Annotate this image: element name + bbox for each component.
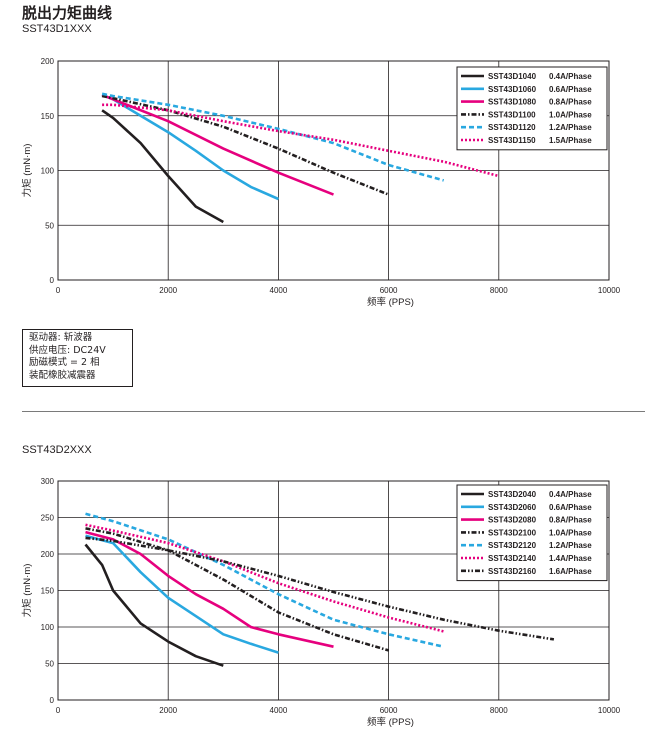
chart2-legend-current: 1.0A/Phase [549, 528, 592, 537]
chart1-legend-box [456, 66, 608, 151]
chart2-legend-label: SST43D2040 [488, 490, 537, 499]
conditions-box: 驱动器: 斩波器 供应电压: DC24V 励磁模式 = 2 相 装配橡胶减震器 [22, 329, 133, 387]
page-title: 脱出力矩曲线 [22, 4, 113, 22]
chart1-plot-frame [57, 60, 610, 281]
chart2-x-tick-label: 10000 [598, 706, 621, 715]
chart2-x-tick-label: 4000 [270, 706, 288, 715]
chart1-y-tick-label: 100 [41, 167, 55, 176]
chart1-y-tick-label: 150 [41, 112, 55, 121]
chart2-svg: 0 2000 4000 6000 8000 10000 0 50 100 150 200 250 300… [21, 477, 621, 728]
chart1-y-tick-label: 200 [41, 57, 55, 66]
chart1-x-tick-label: 10000 [598, 286, 621, 295]
chart2-legend-current: 0.4A/Phase [549, 490, 592, 499]
note-driver: 驱动器: 斩波器 [29, 332, 93, 343]
chart1-title: SST43D1XXX [22, 23, 92, 35]
chart2-y-tick-label: 200 [41, 550, 55, 559]
chart2-legend-label: SST43D2080 [488, 516, 537, 525]
note-voltage: 供应电压: DC24V [29, 344, 106, 356]
chart2-y-tick-label: 250 [41, 514, 55, 523]
chart2-legend-label: SST43D2140 [488, 554, 537, 563]
chart1-x-tick-label: 0 [56, 286, 61, 295]
note-damper: 装配橡胶减震器 [29, 369, 96, 381]
chart1-legend-label: SST43D1120 [488, 123, 536, 132]
chart2-legend-label: SST43D2100 [488, 528, 537, 537]
chart2-series-SST43D2040 [84, 543, 224, 667]
chart2-plot-frame [57, 480, 610, 701]
section-divider [22, 411, 645, 412]
chart2-y-tick-label: 0 [50, 696, 55, 705]
chart2-legend-label: SST43D2160 [488, 567, 537, 576]
chart2-legend-current: 1.4A/Phase [549, 554, 592, 563]
chart1-svg: 0 2000 4000 6000 8000 10000 0 50 100 150 200 频率 (PP… [21, 57, 621, 308]
chart2-series-SST43D2140 [85, 523, 445, 633]
chart1-legend-current: 1.5A/Phase [549, 136, 592, 145]
chart2-series-SST43D2160 [85, 536, 555, 641]
chart1-series-SST43D1150 [102, 103, 500, 178]
chart1-x-tick-label: 6000 [380, 286, 398, 295]
chart1-x-axis-title: 频率 (PPS) [367, 296, 414, 308]
chart2-series-SST43D2080 [85, 530, 334, 648]
chart2-title: SST43D2XXX [22, 444, 92, 456]
chart1-series-SST43D1120 [101, 92, 445, 182]
chart2-series-SST43D2060 [85, 534, 279, 654]
chart2-x-tick-label: 8000 [490, 706, 508, 715]
chart1-legend-current: 0.4A/Phase [549, 72, 592, 81]
chart1-x-tick-label: 2000 [159, 286, 177, 295]
chart1-y-tick-label: 50 [45, 221, 54, 230]
chart2-y-tick-label: 300 [41, 477, 55, 486]
chart2-x-tick-label: 2000 [159, 706, 177, 715]
chart2-legend-current: 1.2A/Phase [549, 541, 592, 550]
chart2-x-tick-label: 0 [56, 706, 61, 715]
chart2-legend-label: SST43D2060 [488, 503, 537, 512]
chart1-legend-current: 0.8A/Phase [549, 98, 592, 107]
chart1-legend-current: 1.2A/Phase [549, 123, 592, 132]
chart2-series-SST43D2120 [85, 512, 444, 648]
chart1-y-tick-label: 0 [50, 276, 55, 285]
chart2-legend-current: 1.6A/Phase [549, 567, 592, 576]
chart1-legend-current: 0.6A/Phase [549, 85, 592, 94]
chart1-x-tick-label: 8000 [490, 286, 508, 295]
chart2-legend-current: 0.6A/Phase [549, 503, 592, 512]
chart1-series-SST43D1100 [101, 94, 390, 196]
chart1-legend-label: SST43D1150 [488, 136, 536, 145]
chart1-legend-label: SST43D1060 [488, 85, 537, 94]
chart2-y-tick-label: 150 [41, 587, 55, 596]
chart1-legend-label: SST43D1080 [488, 98, 537, 107]
chart2-x-axis-title: 频率 (PPS) [367, 716, 414, 728]
chart1-legend-current: 1.0A/Phase [549, 110, 592, 119]
chart1-legend-label: SST43D1040 [488, 72, 537, 81]
chart1-y-axis-title: 力矩 (mN·m) [21, 144, 33, 198]
chart2-y-tick-label: 100 [41, 623, 55, 632]
chart1-series-SST43D1040 [101, 109, 224, 224]
chart2-x-tick-label: 6000 [380, 706, 398, 715]
chart1-series-SST43D1080 [101, 93, 334, 196]
chart2-series-SST43D2100 [85, 527, 389, 652]
chart1-x-tick-label: 4000 [270, 286, 288, 295]
chart2-y-axis-title: 力矩 (mN·m) [21, 564, 33, 618]
chart2-legend-current: 0.8A/Phase [549, 516, 592, 525]
chart1-legend-label: SST43D1100 [488, 110, 536, 119]
chart2-y-tick-label: 50 [45, 660, 54, 669]
chart2-legend-label: SST43D2120 [488, 541, 537, 550]
note-excitation: 励磁模式 = 2 相 [29, 357, 100, 369]
